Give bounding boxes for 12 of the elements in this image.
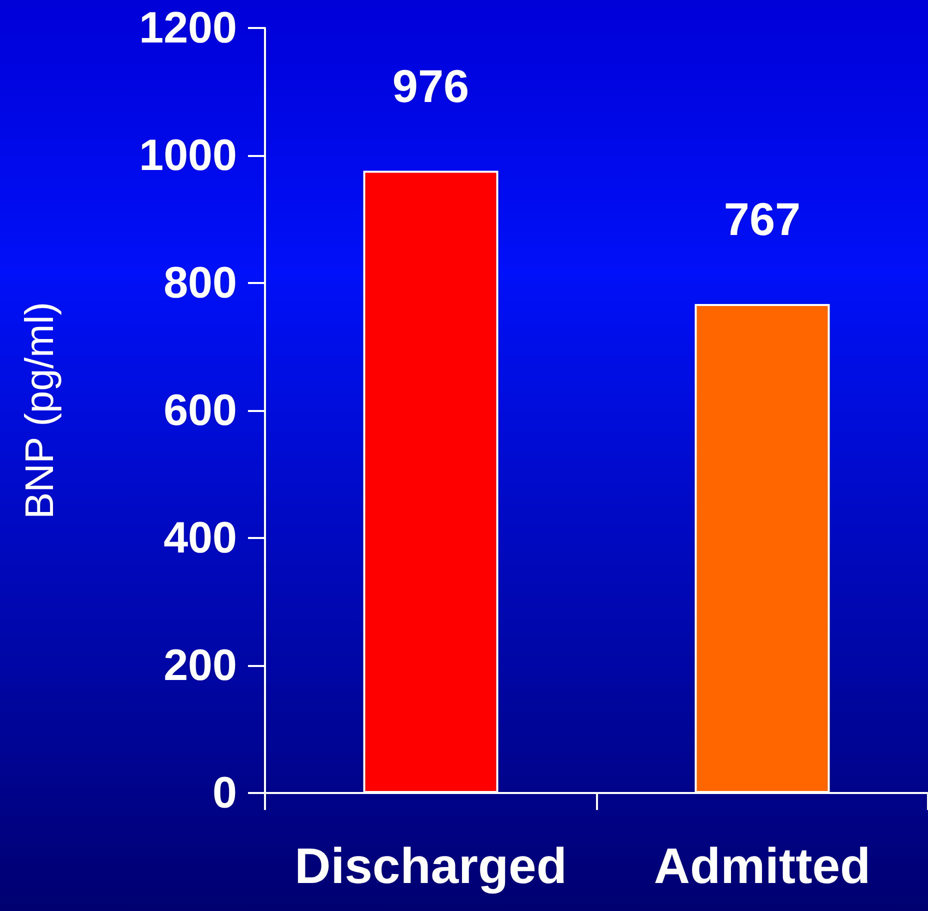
- y-tick-label: 1200: [139, 4, 237, 52]
- y-tick-label: 1000: [139, 131, 237, 180]
- y-tick-label: 400: [164, 514, 237, 562]
- x-tick-label: Discharged: [294, 838, 567, 894]
- y-axis-title: BNP (pg/ml): [18, 302, 62, 520]
- x-tick-label: Admitted: [654, 838, 871, 894]
- y-tick-label: 200: [164, 641, 237, 690]
- data-label: 976: [392, 60, 470, 112]
- y-tick-label: 600: [164, 386, 237, 435]
- y-tick-label: 800: [164, 258, 237, 308]
- y-tick-label: 0: [212, 768, 237, 818]
- data-label: 767: [724, 193, 801, 246]
